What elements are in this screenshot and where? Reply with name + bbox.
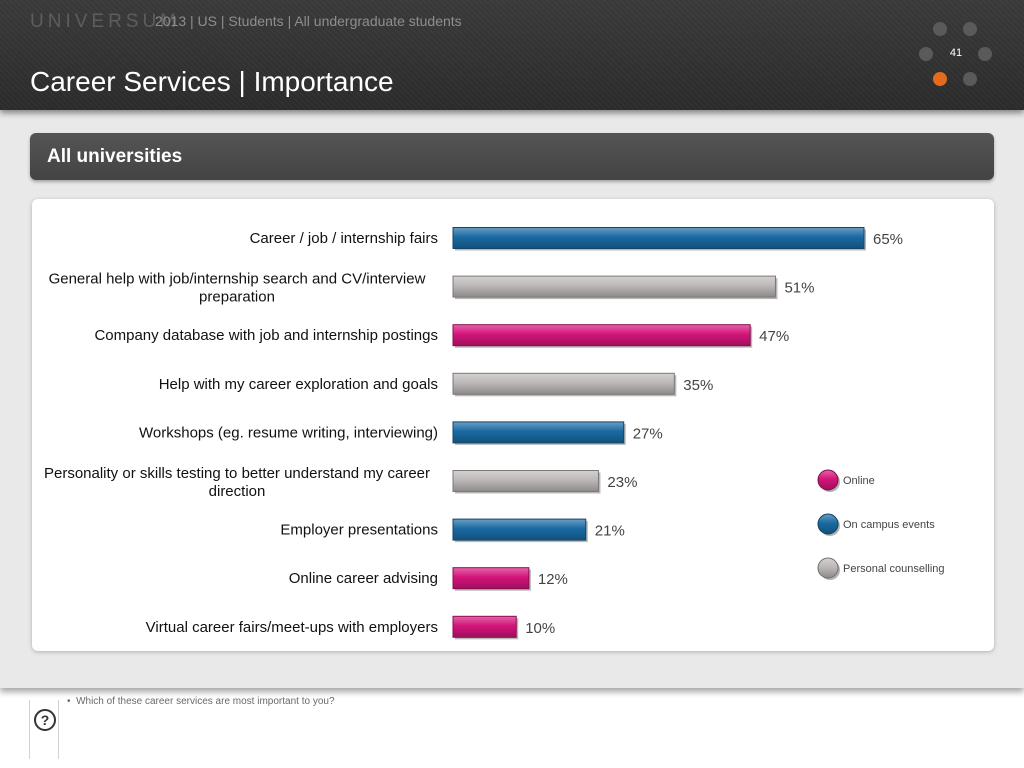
footnote-text: Which of these career services are most …	[76, 696, 335, 707]
value-label: 51%	[784, 280, 814, 297]
footnote: • Which of these career services are mos…	[67, 696, 335, 707]
nav-dot[interactable]	[919, 47, 933, 61]
content-area: All universities 65% Career / job / inter…	[0, 110, 1024, 688]
category-label: Personality or skills testing to better …	[44, 465, 430, 500]
chart-panel: 65% Career / job / internship fairs 51% Gen…	[32, 199, 994, 651]
section-title: All universities	[47, 146, 183, 167]
value-label: 27%	[633, 425, 663, 442]
survey-context: 2013 | US | Students | All undergraduate…	[155, 13, 462, 29]
nav-dot[interactable]	[933, 22, 947, 36]
page-number: 41	[949, 47, 963, 59]
help-tab[interactable]: ?	[29, 700, 59, 759]
value-label: 65%	[873, 231, 903, 248]
legend-marker	[817, 513, 839, 535]
category-label: Company database with job and internship…	[94, 327, 438, 344]
bar-chart: 65% Career / job / internship fairs 51% Gen…	[44, 227, 945, 640]
value-label: 12%	[538, 571, 568, 588]
legend-label: Personal counselling	[843, 563, 945, 575]
bar	[452, 518, 587, 541]
value-label: 23%	[607, 474, 637, 491]
help-icon[interactable]: ?	[34, 709, 56, 731]
section-header: All universities	[30, 133, 994, 180]
category-label: Career / job / internship fairs	[250, 230, 438, 247]
category-label: Virtual career fairs/meet-ups with emplo…	[146, 619, 438, 636]
bar	[452, 227, 865, 249]
bar	[452, 372, 675, 395]
category-label: General help with job/internship search …	[49, 271, 426, 306]
value-label: 21%	[595, 523, 625, 540]
category-label: Workshops (eg. resume writing, interview…	[139, 424, 438, 441]
value-label: 35%	[683, 377, 713, 394]
header: UNIVERSUM 2013 | US | Students | All und…	[0, 0, 1024, 110]
brand-logo: UNIVERSUM	[30, 11, 181, 32]
category-label: Employer presentations	[280, 522, 438, 539]
bar	[452, 324, 751, 347]
nav-dot[interactable]	[963, 22, 977, 36]
bar	[452, 567, 530, 590]
slide-navigation: 41	[910, 15, 1000, 95]
bar	[452, 615, 517, 638]
category-label: Help with my career exploration and goal…	[159, 376, 438, 393]
nav-dot[interactable]	[978, 47, 992, 61]
bar	[452, 470, 599, 492]
category-label: Online career advising	[289, 570, 438, 587]
legend-label: On campus events	[843, 519, 935, 531]
page-title: Career Services | Importance	[30, 66, 394, 97]
bar	[452, 275, 776, 298]
nav-dot-active[interactable]	[933, 72, 947, 86]
nav-dot[interactable]	[963, 72, 977, 86]
bar	[452, 421, 625, 444]
legend-marker	[817, 557, 839, 579]
value-label: 47%	[759, 328, 789, 345]
legend-label: Online	[843, 475, 875, 487]
value-label: 10%	[525, 620, 555, 637]
legend-marker	[817, 469, 839, 491]
